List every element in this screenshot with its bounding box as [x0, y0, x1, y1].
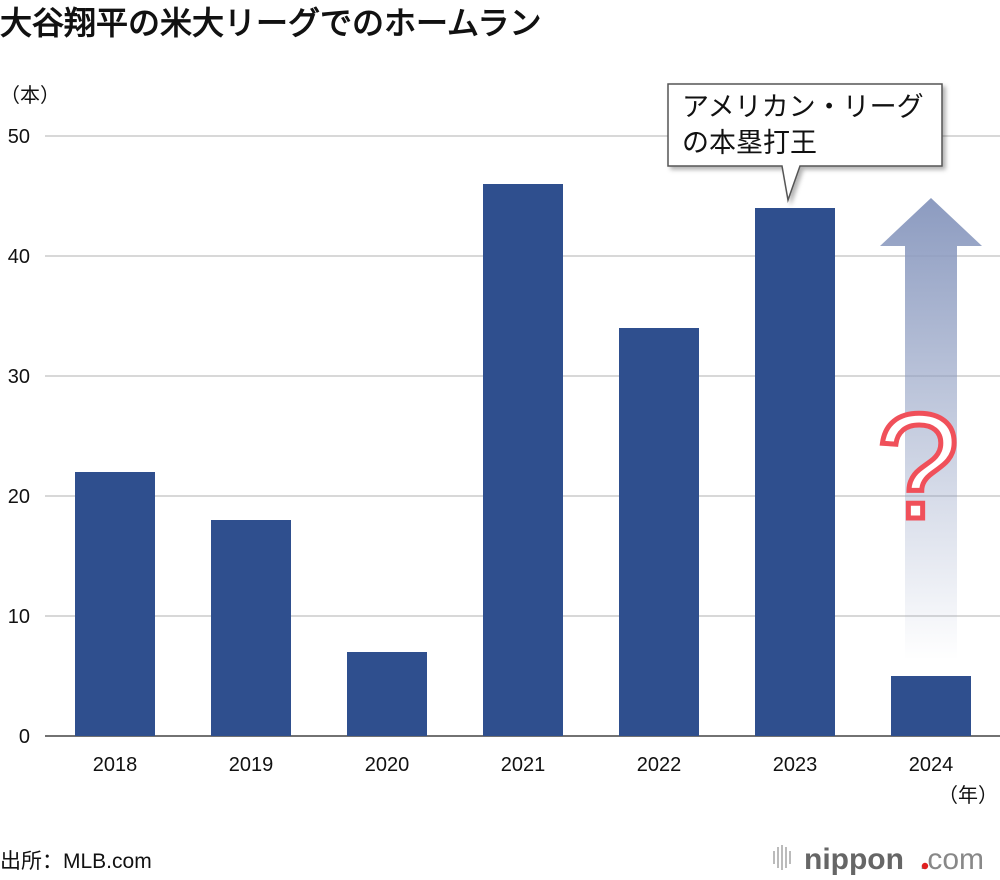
source-note: 出所：MLB.com — [0, 850, 152, 873]
x-tick-label: 2019 — [229, 754, 274, 776]
bar-2020 — [347, 652, 427, 736]
bar-2021 — [483, 184, 563, 736]
x-tick-label: 2023 — [773, 754, 818, 776]
up-arrow-icon — [880, 198, 982, 660]
bar-2018 — [75, 472, 155, 736]
callout-line-2: の本塁打王 — [682, 128, 817, 158]
logo-text: nippon — [804, 843, 904, 876]
bar-2024 — [891, 676, 971, 736]
x-tick-label: 2022 — [637, 754, 682, 776]
y-tick-label: 20 — [8, 486, 30, 508]
bar-2023 — [755, 208, 835, 736]
x-tick-label: 2024 — [909, 754, 954, 776]
y-tick-label: 0 — [19, 726, 30, 748]
projection-arrow: ? — [874, 198, 982, 660]
y-tick-label: 30 — [8, 366, 30, 388]
x-tick-label: 2020 — [365, 754, 410, 776]
logo-bars-icon — [773, 845, 791, 870]
x-tick-label: 2018 — [93, 754, 138, 776]
callout-line-1: アメリカン・リーグ — [682, 92, 924, 122]
x-tick-label: 2021 — [501, 754, 546, 776]
y-axis-label: （本） — [0, 84, 60, 107]
annotation-callout: アメリカン・リーグ の本塁打王 — [667, 83, 943, 203]
y-tick-label: 10 — [8, 606, 30, 628]
logo-dot — [921, 862, 929, 870]
x-axis-label: （年） — [938, 784, 998, 807]
y-tick-label: 40 — [8, 246, 30, 268]
bar-2019 — [211, 520, 291, 736]
logo-suffix: .com — [919, 843, 984, 876]
y-tick-label: 50 — [8, 126, 30, 148]
chart-title: 大谷翔平の米大リーグでのホームラン — [0, 5, 541, 41]
nippon-logo: nippon .com — [773, 843, 984, 876]
bar-2022 — [619, 328, 699, 736]
question-mark: ? — [876, 382, 959, 550]
callout-box — [667, 83, 943, 203]
